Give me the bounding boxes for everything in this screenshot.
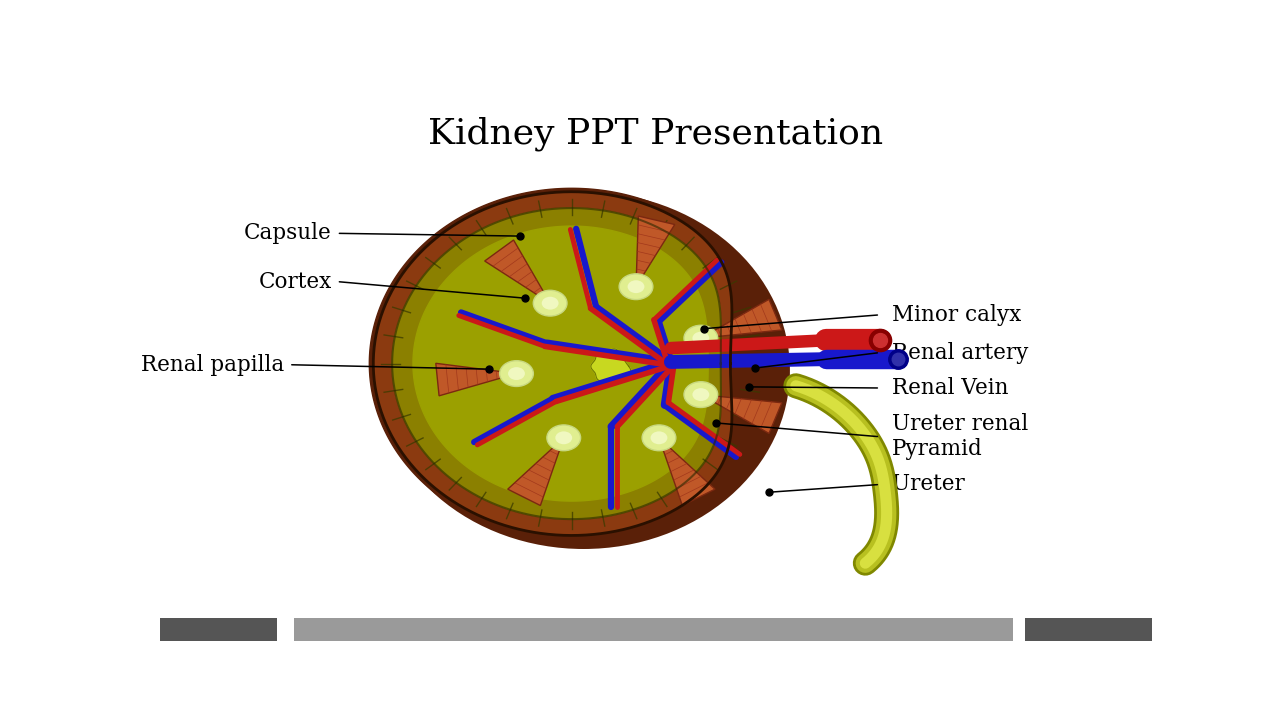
Text: Kidney PPT Presentation: Kidney PPT Presentation [429, 117, 883, 151]
Polygon shape [659, 438, 716, 505]
Text: Renal Vein: Renal Vein [892, 377, 1009, 399]
Ellipse shape [620, 274, 653, 300]
Ellipse shape [547, 425, 581, 451]
Ellipse shape [541, 297, 558, 310]
Ellipse shape [692, 388, 709, 401]
Text: Cortex: Cortex [259, 271, 332, 292]
Ellipse shape [643, 425, 676, 451]
Ellipse shape [692, 332, 709, 345]
Text: Minor calyx: Minor calyx [892, 304, 1021, 326]
Ellipse shape [534, 290, 567, 316]
Text: Renal papilla: Renal papilla [141, 354, 284, 376]
Polygon shape [374, 192, 732, 536]
FancyBboxPatch shape [294, 618, 1014, 641]
Polygon shape [508, 438, 563, 505]
Text: Capsule: Capsule [244, 222, 332, 244]
Ellipse shape [378, 192, 790, 549]
Ellipse shape [650, 431, 667, 444]
Text: Renal artery: Renal artery [892, 341, 1028, 364]
Ellipse shape [684, 325, 718, 351]
FancyBboxPatch shape [1025, 618, 1152, 641]
Polygon shape [701, 300, 782, 338]
Text: Ureter renal
Pyramid: Ureter renal Pyramid [892, 413, 1028, 461]
Ellipse shape [499, 361, 534, 387]
Polygon shape [485, 240, 550, 303]
FancyBboxPatch shape [160, 618, 276, 641]
Polygon shape [591, 348, 631, 384]
Ellipse shape [556, 431, 572, 444]
Text: Ureter: Ureter [892, 474, 965, 495]
Polygon shape [636, 216, 675, 287]
Polygon shape [701, 395, 782, 433]
Polygon shape [370, 189, 732, 539]
Polygon shape [435, 364, 517, 396]
Polygon shape [413, 226, 708, 501]
Ellipse shape [508, 367, 525, 380]
Ellipse shape [627, 280, 644, 293]
Ellipse shape [684, 382, 718, 408]
Polygon shape [392, 208, 721, 519]
